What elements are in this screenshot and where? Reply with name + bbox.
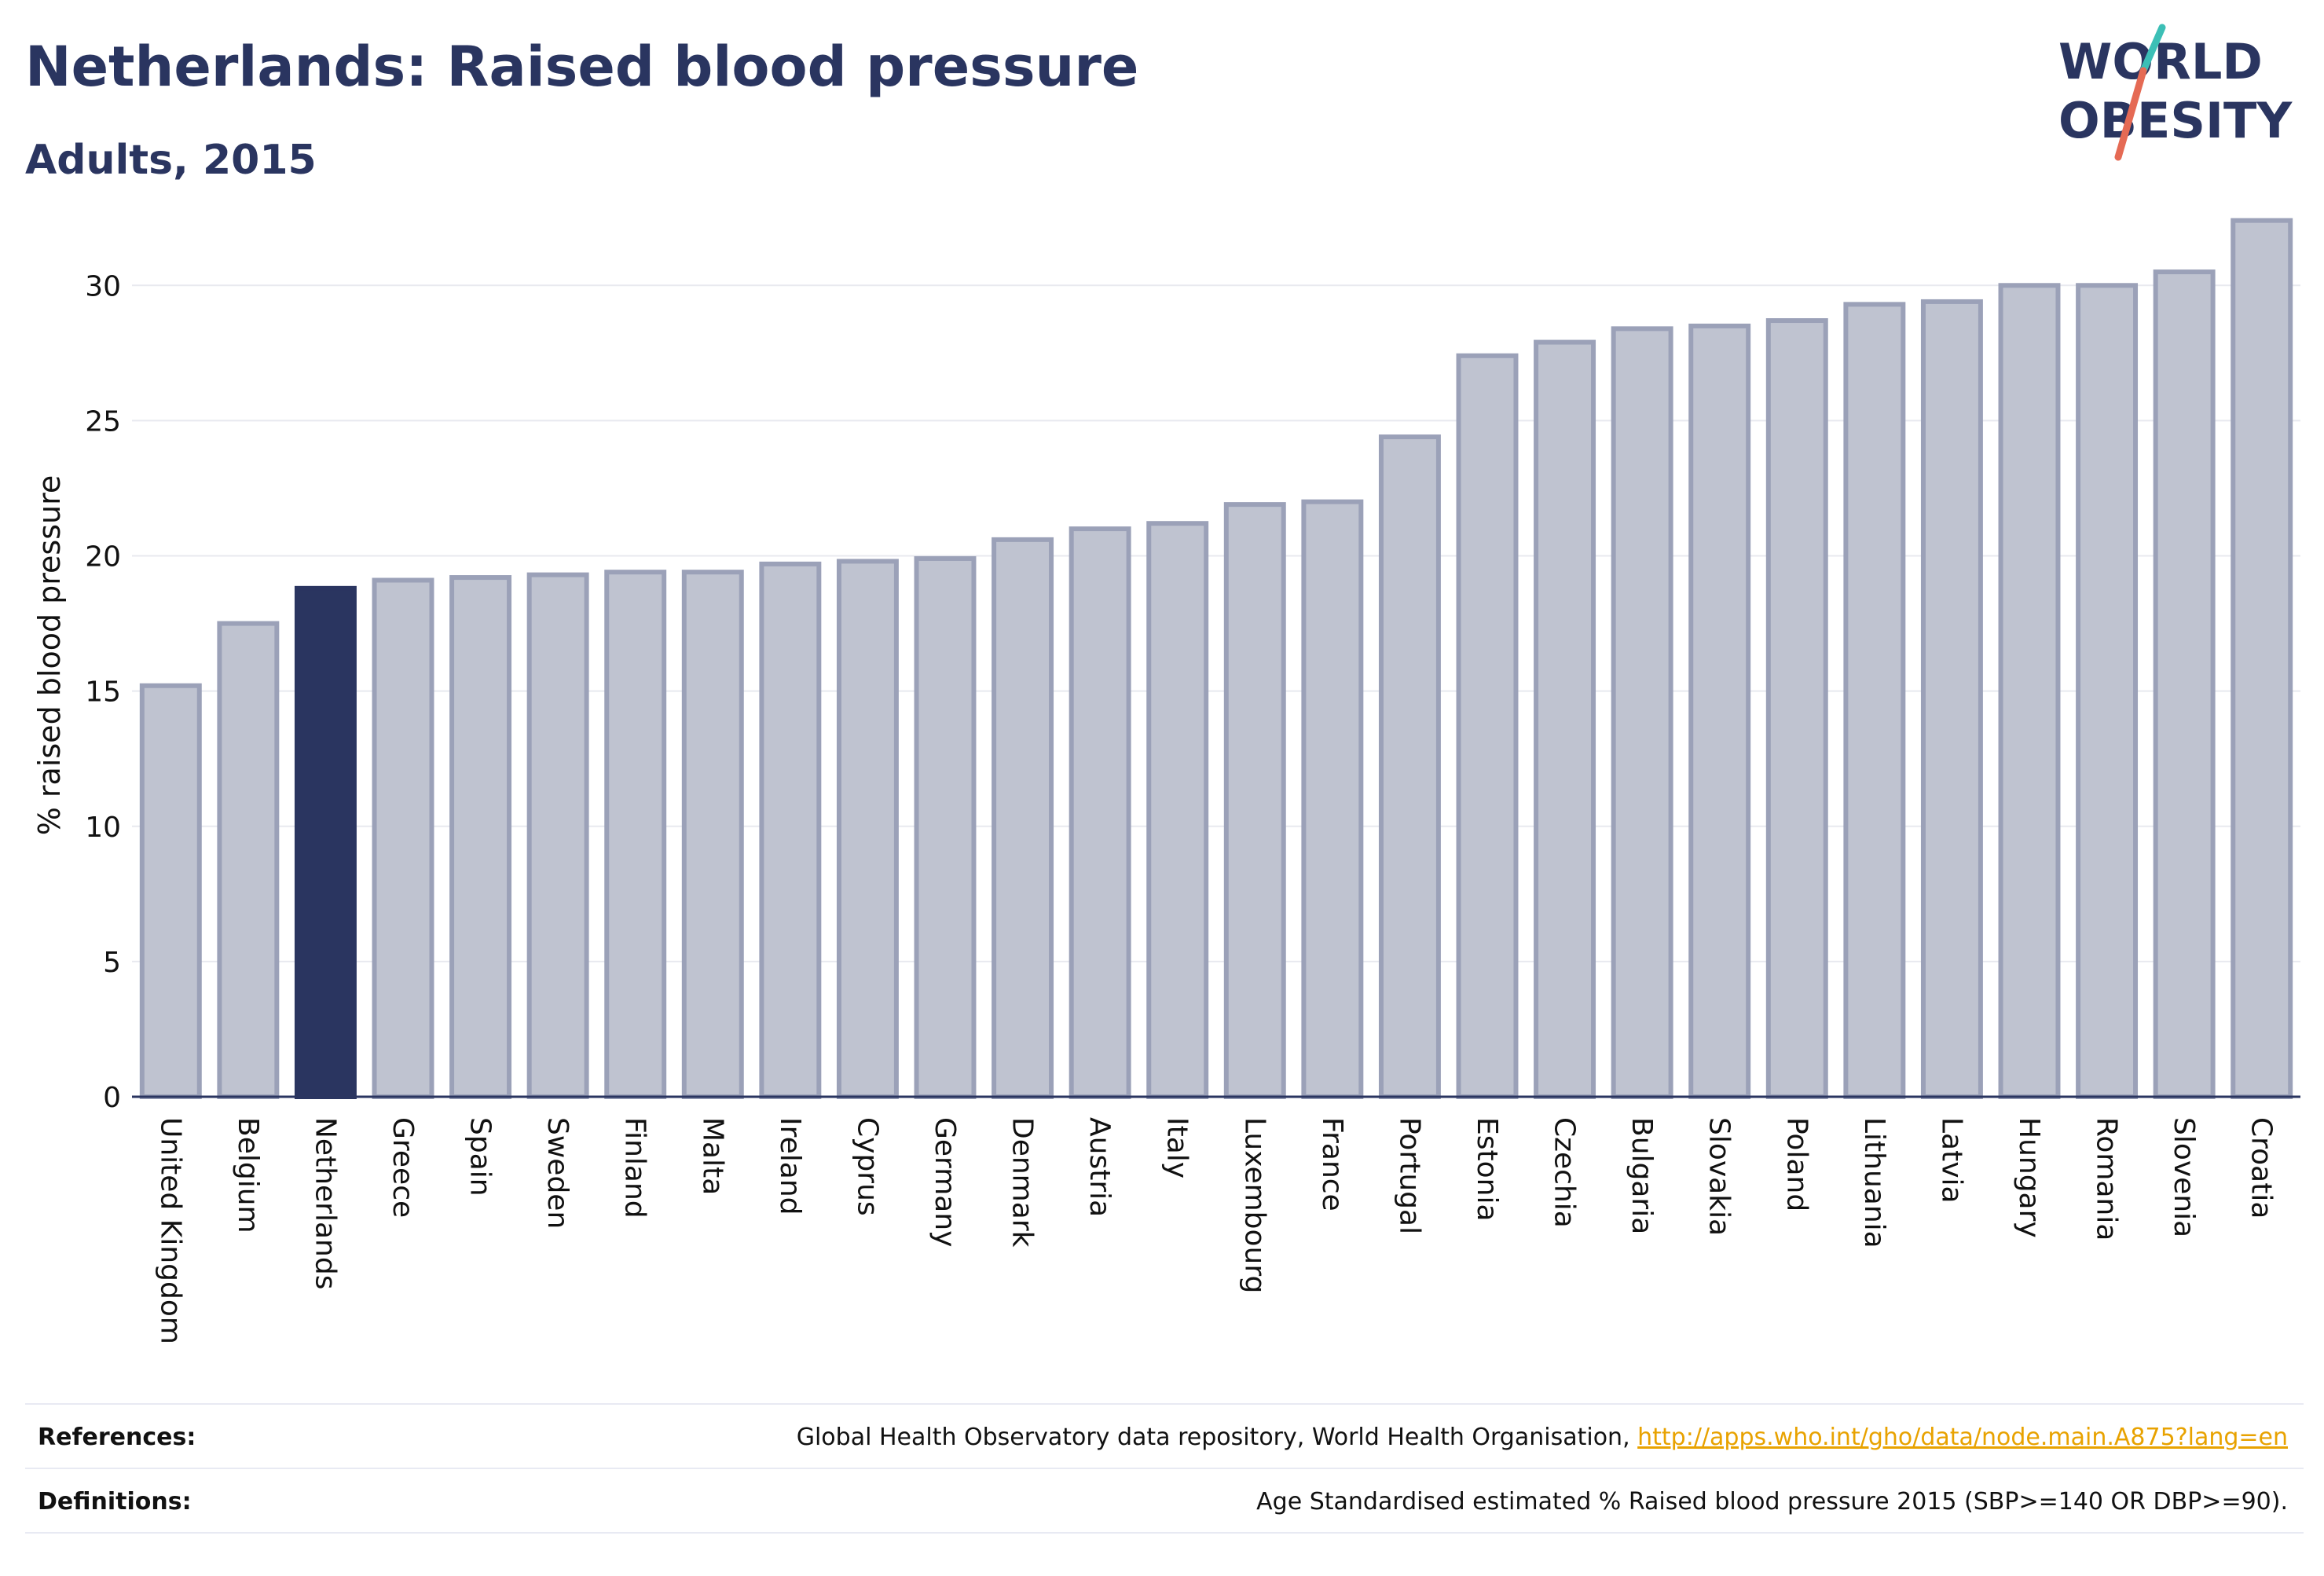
bar-czechia [1534,339,1596,1099]
definitions-text: Age Standardised estimated % Raised bloo… [1256,1488,2288,1516]
bar-romania [2076,283,2139,1100]
bar-poland [1765,318,1828,1099]
y-tick-label: 15 [85,676,121,709]
bar-chart: 0 5 10 15 20 25 30 United Kingdom Belgium Netherl… [32,218,2300,1344]
bar-germany [914,555,977,1099]
x-tick-label: Belgium [232,1117,264,1233]
bar-austria [1069,526,1131,1099]
bar-luxembourg [1223,502,1286,1099]
bar-denmark [992,537,1054,1099]
bar-finland [604,570,667,1099]
bar-slovakia [1688,323,1751,1099]
definitions-label: Definitions: [38,1488,192,1516]
bars [139,218,2293,1100]
bar-belgium [217,621,280,1099]
bar-sweden [526,572,589,1099]
x-tick-label: Czechia [1549,1117,1581,1228]
bar-italy [1146,521,1209,1099]
x-tick-label: Austria [1083,1117,1116,1217]
bar-cyprus [836,559,899,1099]
x-tick-label: Spain [464,1117,497,1197]
footer-divider-bottom [25,1532,2304,1534]
footer-divider-top [25,1403,2304,1405]
bar-slovenia [2153,269,2216,1100]
bar-malta [681,570,744,1099]
x-tick-label: Netherlands [309,1117,341,1289]
references-source: Global Health Observatory data repositor… [796,1424,1638,1451]
y-tick-label: 30 [85,270,121,302]
y-tick-label: 20 [85,541,121,574]
references-link[interactable]: http://apps.who.int/gho/data/node.main.A… [1637,1424,2288,1451]
x-tick-label: Slovenia [2168,1117,2200,1237]
y-axis-label: % raised blood pressure [32,475,67,836]
x-tick-label: Hungary [2013,1117,2045,1238]
x-tick-label: Ireland [774,1117,806,1215]
x-tick-label: Bulgaria [1626,1117,1658,1234]
bar-lithuania [1843,302,1906,1099]
x-tick-label: Greece [387,1117,419,1218]
x-tick-label: Malta [696,1117,728,1195]
x-tick-label: Luxembourg [1238,1117,1270,1293]
x-tick-label: Lithuania [1858,1117,1890,1248]
references-label: References: [38,1424,196,1451]
x-tick-label: Poland [1780,1117,1813,1211]
x-tick-label: France [1316,1117,1348,1211]
x-tick-label: Slovakia [1703,1117,1736,1236]
x-tick-label: Germany [929,1117,961,1247]
page-title: Netherlands: Raised blood pressure [25,35,1139,99]
x-tick-label: Denmark [1006,1117,1039,1248]
bar-ireland [759,561,822,1099]
y-tick-label: 5 [103,947,121,979]
x-tick-label: Croatia [2245,1117,2278,1219]
world-obesity-logo: WORLD OBESITY [2058,24,2293,161]
x-tick-label: Portugal [1393,1117,1425,1234]
bar-latvia [1920,299,1983,1100]
axes: 0 5 10 15 20 25 30 United Kingdom Belgium Netherl… [85,270,2300,1344]
bar-greece [372,577,434,1099]
references-text: Global Health Observatory data repositor… [797,1424,2288,1451]
page-subtitle: Adults, 2015 [25,137,317,184]
y-tick-label: 10 [85,812,121,844]
logo-line2: OBESITY [2058,92,2293,149]
bar-hungary [1998,283,2061,1100]
slash-mark-icon [2114,24,2166,161]
footer-divider-middle [25,1468,2304,1469]
x-tick-label: Sweden [541,1117,574,1229]
bar-croatia [2231,218,2293,1099]
bar-netherlands [294,585,357,1099]
x-tick-label: Finland [619,1117,651,1219]
logo-line1: WORLD [2058,33,2263,90]
x-tick-label: Cyprus [851,1117,883,1216]
bar-bulgaria [1611,326,1673,1099]
x-tick-label: Italy [1161,1117,1193,1178]
y-tick-label: 25 [85,405,121,438]
bar-spain [449,575,512,1099]
bar-united-kingdom [139,683,202,1099]
x-tick-label: Latvia [1935,1117,1967,1204]
y-tick-label: 0 [103,1082,121,1114]
bar-france [1301,499,1364,1099]
x-tick-label: Estonia [1471,1117,1503,1222]
bar-portugal [1378,434,1441,1099]
x-tick-label: United Kingdom [154,1117,186,1344]
x-tick-label: Romania [2091,1117,2123,1241]
bar-estonia [1456,353,1519,1099]
